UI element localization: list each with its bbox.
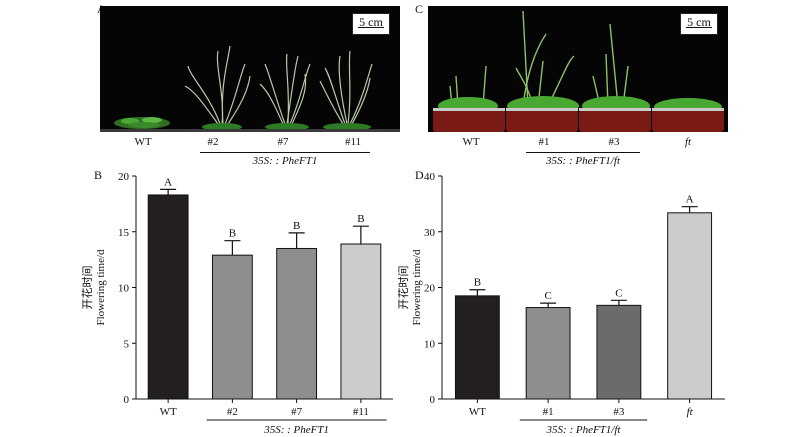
y-tick-label: 10 (424, 338, 436, 350)
panel-letter-d: D (415, 168, 424, 182)
y-axis-label-en: Flowering time/d (411, 249, 423, 326)
bar (147, 194, 189, 400)
y-tick-label: 5 (124, 338, 130, 350)
significance-letter: B (293, 220, 300, 232)
x-tick-label: WT (469, 406, 486, 418)
photo-a-label-wt: WT (134, 136, 152, 148)
panel-letter-c: C (415, 2, 424, 16)
photo-panel-a (100, 6, 400, 132)
bar (340, 243, 382, 400)
y-axis-label-en: Flowering time/d (95, 249, 107, 326)
bar (525, 307, 571, 400)
group-label: 35S: : PheFT1 (263, 424, 329, 436)
y-tick-label: 40 (424, 171, 436, 183)
y-axis-label-cn: 开花时间 (81, 266, 94, 310)
x-tick-label: #11 (353, 406, 369, 418)
x-tick-label: #3 (613, 406, 625, 418)
significance-letter: A (164, 176, 172, 188)
panel-letter-b: B (94, 168, 103, 182)
photo-a-label-11: #11 (344, 136, 362, 148)
line-11-plant-image (319, 50, 373, 131)
significance-letter: B (229, 228, 236, 240)
significance-letter: B (357, 213, 364, 225)
x-tick-label: ft (687, 406, 694, 418)
wt-plant-image (114, 117, 170, 129)
scale-bar-c: 5 cm (680, 13, 718, 35)
line-2-plant-image (184, 45, 251, 131)
y-tick-label: 0 (124, 394, 130, 406)
y-axis-label-cn: 开花时间 (398, 266, 410, 310)
y-tick-label: 20 (118, 171, 130, 183)
bar (276, 247, 318, 400)
photo-c-label-wt: WT (462, 136, 480, 148)
scale-bar-line (686, 26, 712, 28)
significance-letter: B (474, 277, 481, 289)
scale-bar-label: 5 cm (687, 15, 711, 29)
y-tick-label: 0 (430, 394, 436, 406)
photo-a-label-2: #2 (207, 136, 219, 148)
y-tick-label: 15 (118, 227, 130, 239)
photo-a-label-7: #7 (277, 136, 289, 148)
chart-d: 0 10 20 30 40 开花时间 Flowering time/d B WT C #1 C #3 Af… (398, 171, 725, 436)
photo-c-label-3: #3 (608, 136, 620, 148)
photo-panel-c (428, 6, 728, 132)
significance-letter: A (686, 194, 694, 206)
x-tick-label: #1 (543, 406, 554, 418)
y-tick-label: 10 (118, 283, 130, 295)
photo-c-group-label: 35S: : PheFT1/ft (546, 155, 620, 167)
photo-c-label-1: #1 (538, 136, 550, 148)
scale-bar-a: 5 cm (352, 13, 390, 35)
photo-a-group-line (200, 152, 370, 153)
significance-letter: C (544, 290, 551, 302)
bar (211, 254, 253, 400)
x-tick-label: #7 (291, 406, 303, 418)
scale-bar-label: 5 cm (359, 15, 383, 29)
bar (454, 295, 500, 400)
scale-bar-line (358, 26, 384, 28)
y-tick-label: 30 (424, 227, 436, 239)
significance-letter: C (615, 287, 622, 299)
chart-b: 0 5 10 15 20 开花时间 Flowering time/d A WT B #2 B #7 B #1… (81, 171, 393, 436)
y-tick-label: 20 (424, 283, 436, 295)
x-tick-label: #2 (227, 406, 238, 418)
line-7-plant-image (259, 53, 311, 131)
bar (596, 304, 642, 400)
x-tick-label: WT (160, 406, 177, 418)
bar (667, 212, 713, 400)
photo-a-group-label: 35S: : PheFT1 (252, 155, 318, 167)
group-label: 35S: : PheFT1/ft (546, 424, 622, 436)
photo-c-group-line (526, 152, 640, 153)
photo-c-label-ft: ft (684, 136, 692, 148)
